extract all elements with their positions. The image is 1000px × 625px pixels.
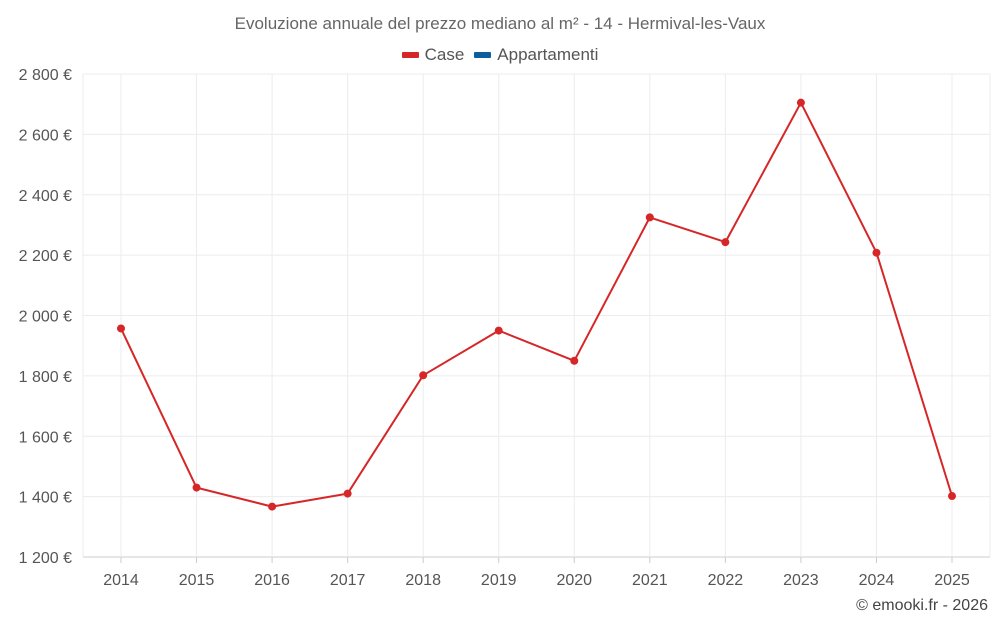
x-tick-label: 2024 xyxy=(859,572,895,589)
data-point-2018 xyxy=(419,371,428,380)
x-tick-label: 2019 xyxy=(481,572,517,589)
x-tick-label: 2022 xyxy=(708,572,744,589)
x-tick-label: 2021 xyxy=(632,572,668,589)
x-tick-label: 2023 xyxy=(783,572,819,589)
y-tick-label: 2 000 € xyxy=(19,309,72,326)
x-tick-label: 2017 xyxy=(330,572,366,589)
x-tick-label: 2016 xyxy=(254,572,290,589)
legend-item-case[interactable]: Case xyxy=(401,45,465,65)
legend: Case Appartamenti xyxy=(0,45,1000,65)
x-tick-label: 2020 xyxy=(556,572,592,589)
legend-label-appartamenti: Appartamenti xyxy=(497,45,599,64)
x-tick-label: 2018 xyxy=(405,572,441,589)
data-point-2020 xyxy=(570,356,579,365)
chart-title: Evoluzione annuale del prezzo mediano al… xyxy=(234,14,766,33)
y-tick-label: 1 600 € xyxy=(19,429,72,446)
x-tick-label: 2015 xyxy=(179,572,215,589)
x-tick-label: 2025 xyxy=(934,572,970,589)
data-point-2021 xyxy=(645,213,654,222)
data-point-2024 xyxy=(872,248,881,257)
data-point-2014 xyxy=(117,324,125,333)
x-tick-label: 2014 xyxy=(103,572,139,589)
data-point-2017 xyxy=(343,489,352,498)
y-tick-label: 1 800 € xyxy=(19,369,72,386)
data-point-2025 xyxy=(948,492,956,501)
copyright-credit: © emooki.fr - 2026 xyxy=(856,597,988,614)
y-tick-label: 1 400 € xyxy=(19,490,72,507)
y-tick-label: 2 200 € xyxy=(19,248,72,265)
data-point-2019 xyxy=(494,326,503,335)
data-point-2016 xyxy=(268,502,277,511)
data-point-2022 xyxy=(721,238,730,247)
legend-label-case: Case xyxy=(424,45,465,64)
y-tick-label: 2 800 € xyxy=(19,67,72,84)
y-tick-label: 2 600 € xyxy=(19,127,72,144)
data-point-2015 xyxy=(192,483,201,492)
data-point-2023 xyxy=(796,98,805,107)
legend-swatch-appartamenti xyxy=(474,52,492,58)
legend-swatch-case xyxy=(401,52,419,58)
y-tick-label: 1 200 € xyxy=(19,550,72,567)
legend-item-appartamenti[interactable]: Appartamenti xyxy=(474,45,598,65)
series-line-case xyxy=(120,101,953,508)
y-tick-label: 2 400 € xyxy=(19,188,72,205)
